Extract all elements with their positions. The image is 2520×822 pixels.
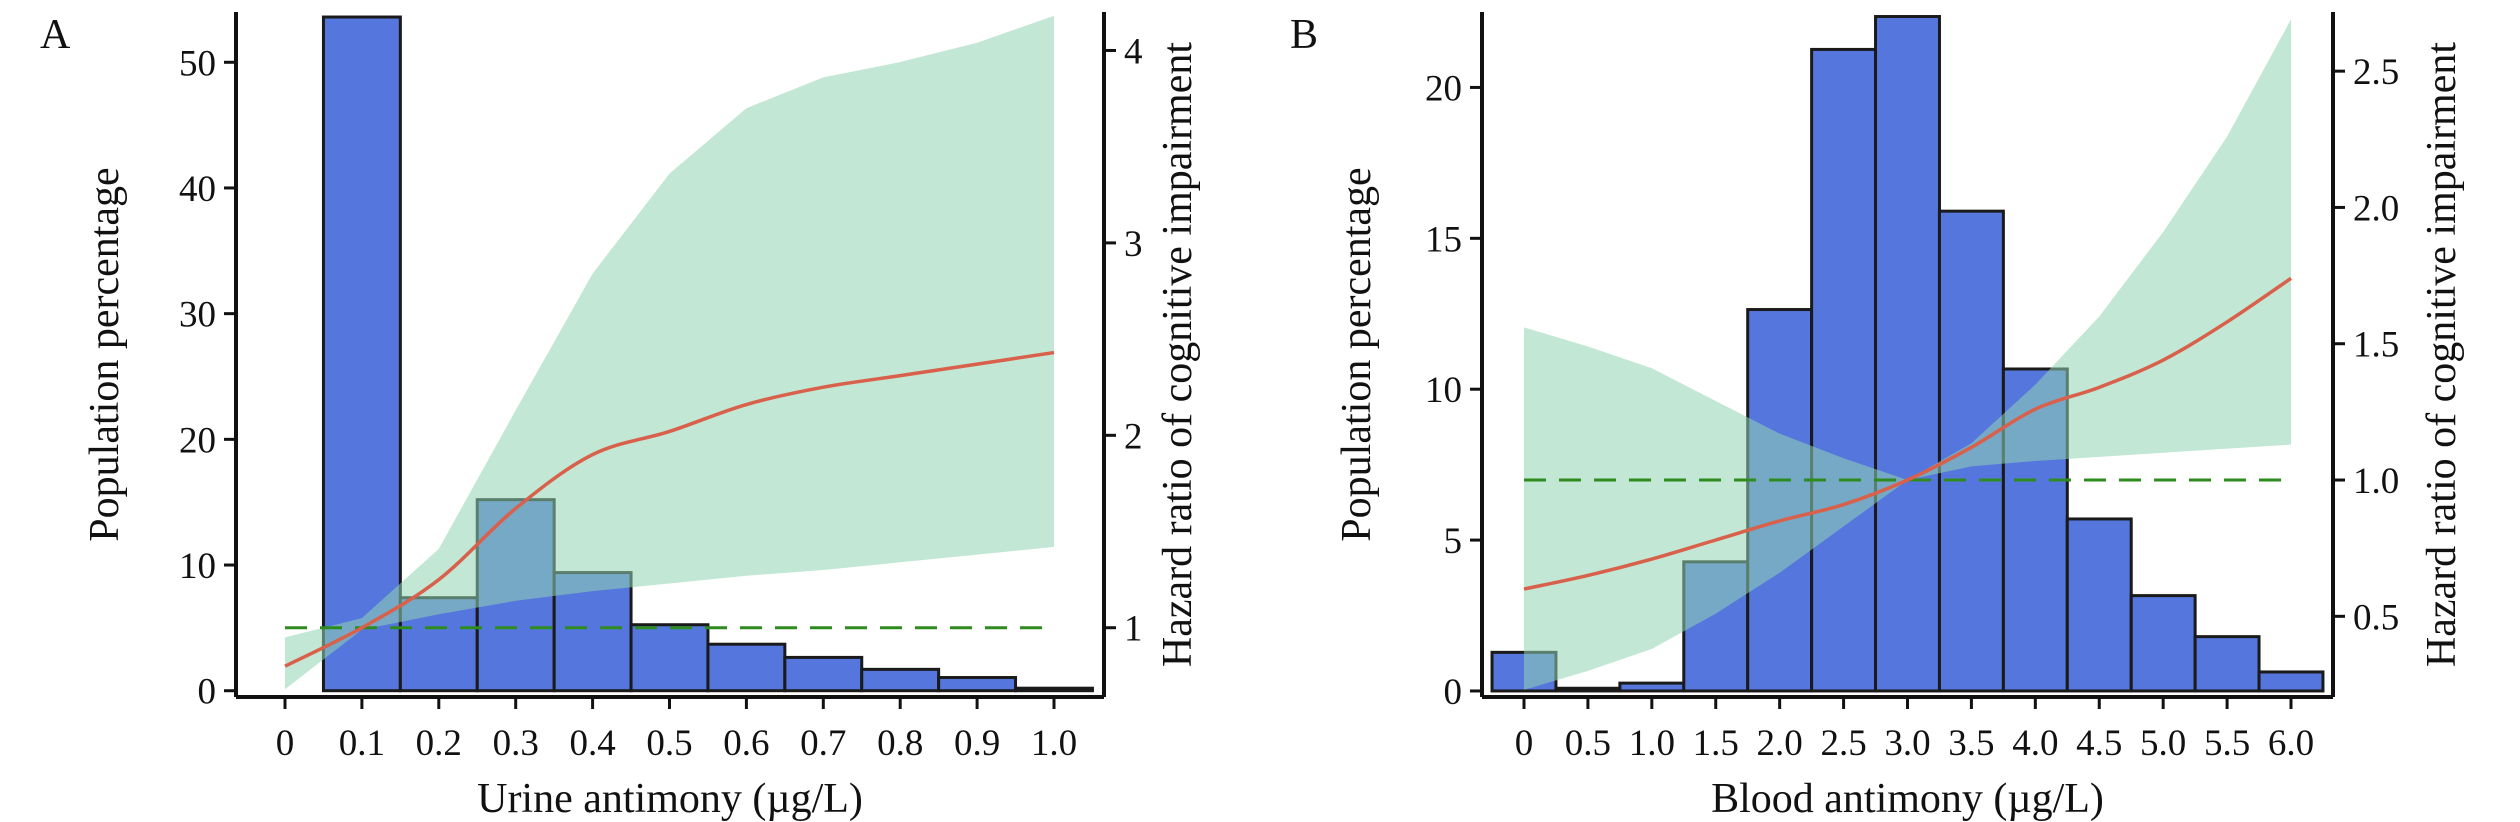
- x-tick-label: 6.0: [2268, 723, 2314, 764]
- x-tick-label: 0: [1515, 723, 1534, 764]
- histogram-bar: [783, 655, 864, 693]
- histogram-bar: [629, 623, 710, 693]
- y-axis-title: Population percentage: [1334, 167, 1380, 541]
- histogram-bar: [2257, 670, 2325, 693]
- x-tick-label: 1.0: [1629, 723, 1675, 764]
- histogram-bar: [706, 642, 787, 693]
- histogram-bar: [2065, 517, 2133, 693]
- x-tick-label: 0.3: [493, 723, 539, 764]
- x-tick-label: 0.9: [954, 723, 1000, 764]
- x-tick-label: 1.0: [1031, 723, 1077, 764]
- y2-tick-label: 3: [1124, 224, 1143, 265]
- hazard-ratio-curve: [1523, 276, 2292, 591]
- y-tick-label: 30: [179, 295, 216, 336]
- x-tick-label: 2.0: [1757, 723, 1803, 764]
- x-tick-label: 0.1: [339, 723, 385, 764]
- x-tick-label: 4.0: [2012, 723, 2058, 764]
- y-tick-label: 5: [1444, 521, 1463, 562]
- histogram-bar: [321, 15, 402, 693]
- panel-label: A: [40, 12, 71, 58]
- x-axis-title: Blood antimony (µg/L): [1711, 776, 2104, 822]
- x-tick-label: 0.7: [800, 723, 846, 764]
- y2-tick-label: 1.0: [2353, 461, 2399, 502]
- y2-tick-label: 2.5: [2353, 52, 2399, 93]
- x-tick-label: 5.0: [2140, 723, 2186, 764]
- x-tick-label: 0.8: [877, 723, 923, 764]
- confidence-band: [285, 15, 1054, 690]
- histogram-bar: [2193, 635, 2261, 693]
- histogram-bar: [860, 667, 941, 693]
- y-tick-label: 10: [1425, 370, 1462, 411]
- panel-label: B: [1290, 12, 1318, 58]
- confidence-band: [1524, 19, 2291, 690]
- y-tick-label: 20: [1425, 68, 1462, 109]
- y-tick-label: 0: [198, 672, 217, 713]
- histogram-bar: [1618, 681, 1686, 693]
- y-tick-label: 10: [179, 546, 216, 587]
- y-tick-label: 15: [1425, 219, 1462, 260]
- y-tick-label: 0: [1444, 672, 1463, 713]
- x-tick-label: 4.5: [2076, 723, 2122, 764]
- y-tick-label: 40: [179, 169, 216, 210]
- x-tick-label: 0.6: [723, 723, 769, 764]
- y2-axis-title: Hazard ratio of cognitive impairment: [1155, 42, 1201, 667]
- y2-tick-label: 0.5: [2353, 597, 2399, 638]
- x-tick-label: 1.5: [1693, 723, 1739, 764]
- y2-tick-label: 4: [1124, 31, 1143, 72]
- x-tick-label: 0: [276, 723, 295, 764]
- y-tick-label: 50: [179, 43, 216, 84]
- x-tick-label: 0.5: [646, 723, 692, 764]
- histogram-bar: [1014, 686, 1094, 693]
- x-tick-label: 3.5: [1948, 723, 1994, 764]
- x-tick-label: 3.0: [1884, 723, 1930, 764]
- panel-b: 0 0.5 1.0 1.5 2.0 2.5 3.0 3.5 4.0 4.5 5.0 5.5 6.0 0 5 1…: [1290, 12, 2465, 822]
- x-tick-label: 0.4: [569, 723, 615, 764]
- x-tick-label: 0.2: [416, 723, 462, 764]
- x-tick-label: 0.5: [1565, 723, 1611, 764]
- y2-tick-label: 1: [1124, 609, 1143, 650]
- x-axis-title: Urine antimony (µg/L): [477, 776, 863, 822]
- y2-tick-label: 2: [1124, 416, 1143, 457]
- histogram-bar: [1810, 47, 1878, 693]
- y-tick-label: 20: [179, 420, 216, 461]
- histogram-bar: [1874, 15, 1941, 693]
- histogram-bar: [2129, 594, 2197, 693]
- x-tick-label: 5.5: [2204, 723, 2250, 764]
- hazard-ratio-curve: [284, 350, 1055, 668]
- y2-tick-label: 1.5: [2353, 325, 2399, 366]
- histogram-bar: [937, 676, 1018, 693]
- y-axis-title: Population percentage: [82, 167, 128, 541]
- y2-axis-title: Hazard ratio of cognitive impairment: [2419, 42, 2465, 667]
- x-tick-label: 2.5: [1820, 723, 1866, 764]
- histogram-bar: [1554, 686, 1622, 693]
- panel-a: 0 0.1 0.2 0.3 0.4 0.5 0.6 0.7 0.8 0.9 1.0 0 10 20 30 40…: [40, 12, 1201, 822]
- y2-tick-label: 2.0: [2353, 188, 2399, 229]
